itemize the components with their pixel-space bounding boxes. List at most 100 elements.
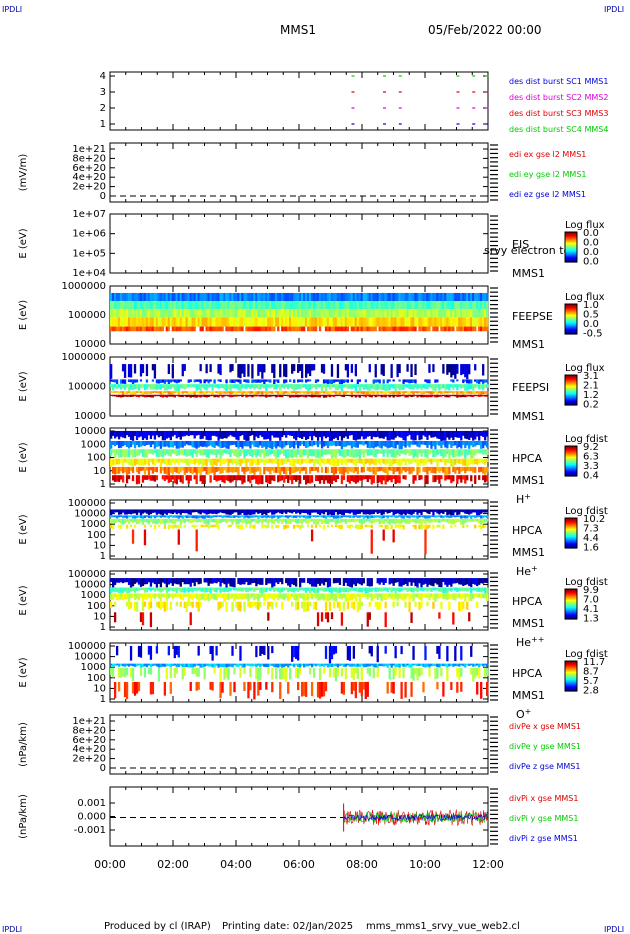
spectrogram-cell	[141, 601, 145, 611]
spectrogram-cell	[227, 292, 230, 302]
spectrogram-cell	[153, 430, 157, 440]
spectrogram-cell	[342, 326, 346, 332]
spectrogram-cell	[408, 309, 411, 318]
spectrogram-cell	[376, 515, 379, 518]
spectrogram-cell	[464, 364, 467, 378]
spectrogram-cell	[408, 466, 411, 475]
spectrogram-cell	[123, 430, 127, 439]
spectrogram-cell	[308, 364, 312, 377]
spectrogram-cell	[177, 578, 180, 585]
spectrogram-cell	[181, 518, 184, 523]
spectrogram-cell	[378, 449, 381, 454]
spectrogram-cell	[273, 440, 276, 447]
spectrogram-cell	[456, 587, 459, 592]
spectrogram-cell	[155, 509, 159, 515]
spectrogram-cell	[253, 394, 256, 397]
spectrogram-cell	[308, 391, 312, 394]
spectrogram-cell	[376, 601, 379, 610]
spectrogram-cell	[159, 326, 163, 332]
spectrogram-cell	[384, 475, 387, 485]
spectrogram-cell	[219, 379, 222, 382]
spectrogram-cell	[458, 326, 461, 332]
spectrogram-cell	[414, 391, 417, 393]
spectrogram-cell	[336, 509, 340, 515]
spectrogram-cell	[356, 326, 359, 332]
spectrogram-cell	[257, 518, 260, 524]
spectrogram-cell	[239, 587, 242, 592]
spectrogram-cell	[326, 391, 330, 395]
spectrogram-cell	[131, 593, 135, 598]
spectrogram-cell	[225, 475, 228, 481]
spectrogram-cell	[171, 440, 174, 448]
spectrogram-cell	[432, 301, 435, 310]
spectrogram-cell	[328, 515, 332, 518]
spectrogram-cell	[418, 593, 421, 600]
spectrogram-cell	[386, 458, 389, 464]
spectrogram-cell	[125, 430, 129, 436]
spectrogram-cell	[221, 430, 224, 439]
spectrogram-cell	[229, 449, 232, 458]
spectrogram-cell	[269, 384, 272, 389]
spectrogram-cell	[486, 509, 489, 513]
spectrogram-cell	[229, 475, 232, 483]
spectrogram-cell	[320, 587, 324, 591]
spectrogram-cell	[265, 515, 268, 519]
spectrogram-cell	[157, 458, 161, 463]
spectrogram-cell	[161, 379, 165, 383]
spectrogram-cell	[169, 301, 172, 310]
spectrogram-cell	[201, 309, 204, 318]
spectrogram-cell	[183, 309, 186, 318]
spectrogram-cell	[157, 326, 161, 332]
spectrogram-cell	[169, 449, 172, 457]
spectrogram-cell	[436, 309, 439, 318]
spectrogram-cell	[261, 292, 264, 302]
spectrogram-cell	[189, 326, 192, 332]
spectrogram-cell	[302, 326, 306, 332]
colorbar-tick: 3.3	[583, 461, 599, 472]
spectrogram-cell	[147, 515, 151, 519]
spectrogram-cell	[287, 518, 290, 524]
spectrogram-cell	[378, 475, 381, 483]
spectrogram-cell	[320, 394, 324, 397]
spectrogram-cell	[308, 475, 312, 484]
colorbar-frame	[564, 445, 578, 477]
spectrogram-cell	[450, 430, 453, 438]
colorbar-frame	[564, 303, 578, 335]
spectrogram-cell	[356, 524, 359, 530]
spectrogram-cell	[219, 475, 222, 481]
spectrogram-cell	[316, 518, 320, 525]
colorbar-cell	[565, 471, 577, 473]
spectrogram-cell	[480, 518, 483, 525]
spectrogram-cell	[462, 379, 465, 384]
colorbar-cell	[565, 546, 577, 548]
spectrogram-cell	[460, 475, 463, 483]
spectrogram-cell	[362, 466, 365, 473]
spectrogram-cell	[442, 587, 445, 594]
spectrogram-cell	[207, 524, 210, 529]
spectrogram-cell	[165, 587, 168, 594]
spectrogram-cell	[464, 449, 467, 459]
spectrogram-cell	[147, 458, 151, 466]
spectrogram-cell	[348, 593, 352, 601]
spectrogram-cell	[155, 292, 159, 302]
spectrogram-cell	[293, 466, 296, 473]
spectrogram-cell	[342, 379, 346, 384]
spectrogram-cell	[420, 384, 423, 391]
spectrogram-cell	[197, 301, 200, 310]
spectrogram-cell	[310, 593, 314, 600]
spectrogram-cell	[358, 384, 361, 391]
spectrogram-cell	[165, 391, 168, 393]
spectrogram-cell	[179, 515, 182, 518]
spectrogram-cell	[185, 518, 188, 522]
colorbar-cell	[565, 257, 577, 259]
y-tick-label: 10000	[74, 426, 106, 437]
spectrogram-cell	[356, 394, 359, 397]
spectrogram-cell	[478, 458, 481, 464]
spectrogram-cell	[454, 449, 457, 458]
y-tick-label: 1	[100, 551, 106, 562]
spectrogram-cell	[275, 394, 278, 398]
spectrogram-cell	[231, 394, 234, 398]
spectrogram-cell	[406, 466, 409, 472]
spectrogram-cell	[255, 309, 258, 318]
spectrogram-cell	[285, 578, 288, 584]
